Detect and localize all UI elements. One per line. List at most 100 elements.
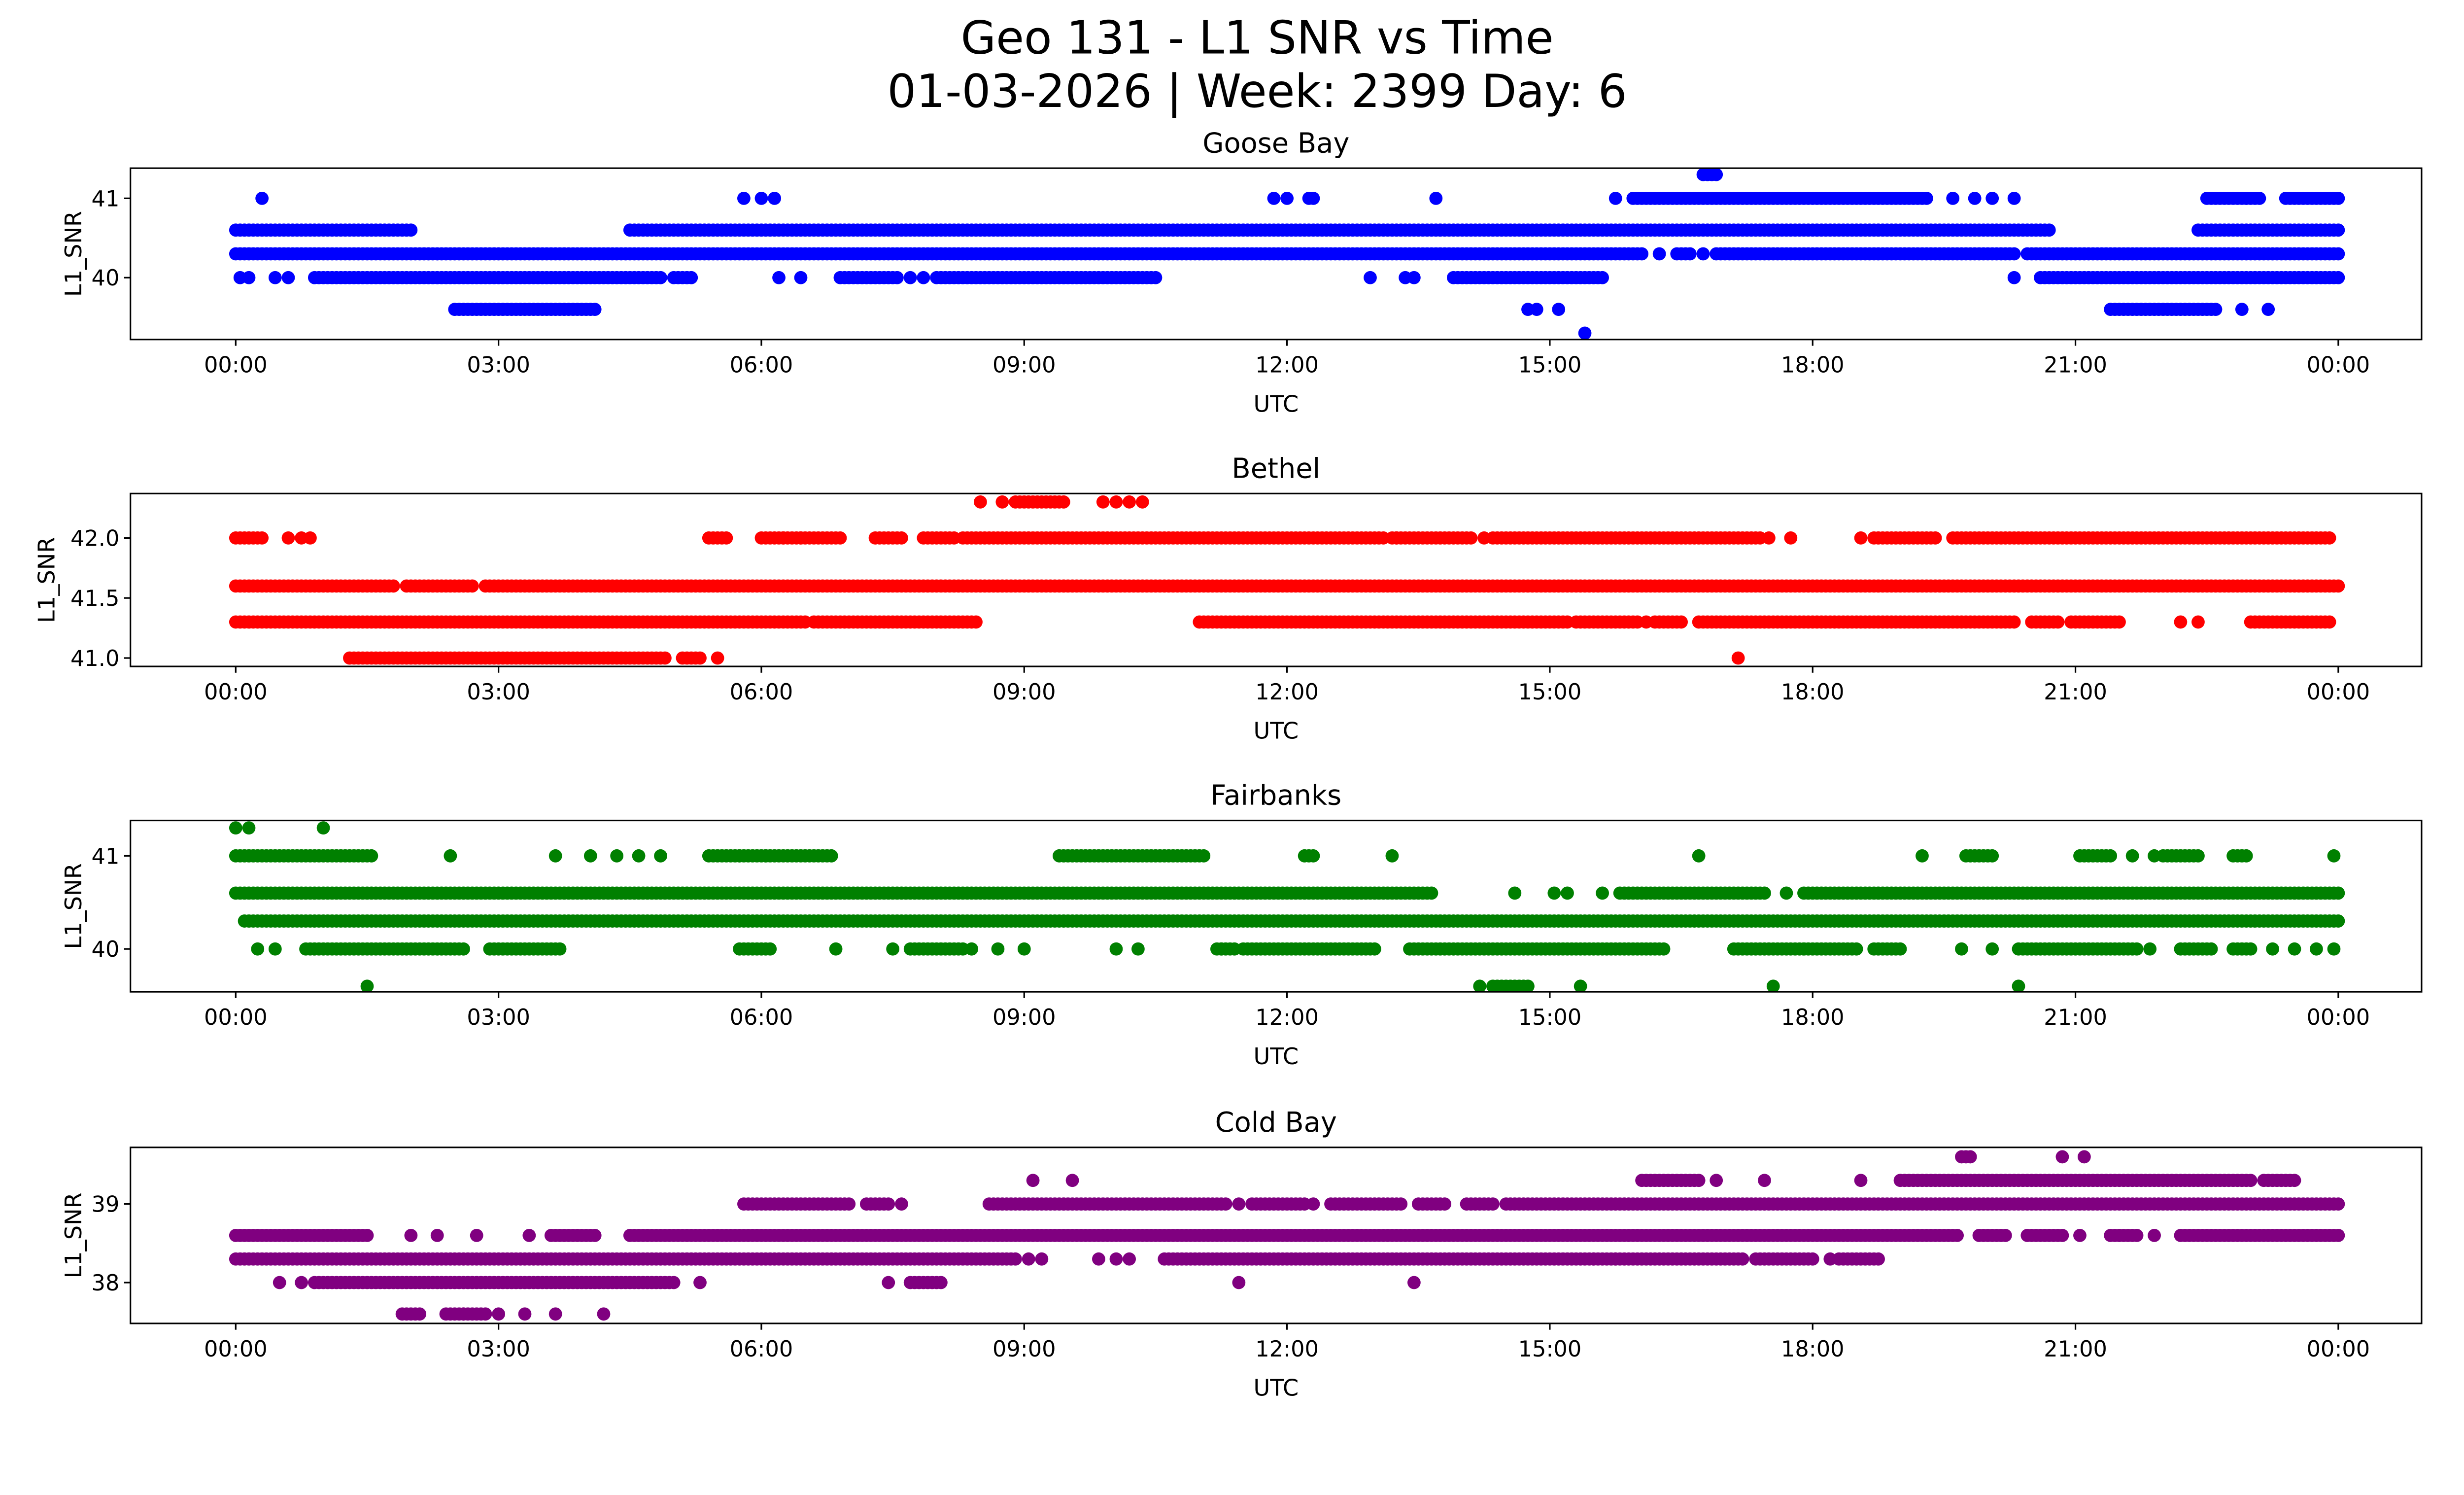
data-point-goose-bay-40-6 <box>2042 223 2056 237</box>
data-point-goose-bay-40 <box>890 271 904 284</box>
data-point-fairbanks-40 <box>457 942 470 956</box>
data-point-bethel-42 <box>1854 531 1868 545</box>
data-point-goose-bay-41 <box>1968 191 1982 205</box>
data-point-goose-bay-40 <box>1407 271 1421 284</box>
figure: Geo 131 - L1 SNR vs Time 01-03-2026 | We… <box>33 11 2423 1401</box>
data-point-fairbanks-41 <box>632 849 646 863</box>
data-point-bethel-42 <box>895 531 908 545</box>
x-tick-label-bethel: 21:00 <box>2044 679 2107 705</box>
data-point-bethel-41-3 <box>2064 615 2078 629</box>
y-axis-label-bethel: L1_SNR <box>33 537 60 623</box>
data-point-goose-bay-40 <box>684 271 698 284</box>
data-point-goose-bay-40 <box>917 271 930 284</box>
data-point-goose-bay-40-3 <box>1635 247 1648 261</box>
x-tick-label-bethel: 03:00 <box>467 679 530 705</box>
data-point-goose-bay-40 <box>268 271 282 284</box>
data-point-cold-bay-38-6 <box>2073 1228 2087 1242</box>
figure-title-line2: 01-03-2026 | Week: 2399 Day: 6 <box>887 65 1627 118</box>
data-point-fairbanks-40 <box>965 942 979 956</box>
data-point-bethel-41-6 <box>2331 579 2345 593</box>
data-point-fairbanks-40 <box>1849 942 1863 956</box>
data-point-fairbanks-40 <box>886 942 900 956</box>
data-point-fairbanks-40-6 <box>1561 886 1574 900</box>
data-point-fairbanks-41 <box>2125 849 2139 863</box>
data-point-goose-bay-41 <box>1608 191 1622 205</box>
data-point-cold-bay-39-3 <box>1692 1174 1706 1187</box>
data-point-cold-bay-38-6 <box>2331 1228 2345 1242</box>
data-point-fairbanks-40 <box>1657 942 1671 956</box>
x-axis-label-bethel: UTC <box>1253 718 1299 744</box>
data-point-bethel-42 <box>1762 531 1776 545</box>
data-point-fairbanks-40 <box>553 942 567 956</box>
x-tick-label-bethel: 18:00 <box>1781 679 1845 705</box>
data-point-fairbanks-40 <box>268 942 282 956</box>
data-point-bethel-41 <box>658 651 672 665</box>
data-point-bethel-42 <box>255 531 269 545</box>
data-point-fairbanks-41 <box>1197 849 1211 863</box>
subplot-title-cold-bay: Cold Bay <box>1215 1107 1337 1139</box>
data-point-bethel-42 <box>719 531 733 545</box>
data-point-cold-bay-39 <box>1219 1197 1232 1211</box>
data-point-goose-bay-40 <box>2007 271 2021 284</box>
x-tick-label-fairbanks: 03:00 <box>467 1005 530 1030</box>
y-axis-label-goose-bay: L1_SNR <box>60 211 87 297</box>
x-tick-label-goose-bay: 18:00 <box>1781 352 1845 378</box>
data-point-goose-bay-40-6 <box>404 223 418 237</box>
data-point-bethel-42 <box>833 531 847 545</box>
series-bethel <box>229 495 2345 665</box>
data-point-fairbanks-40 <box>2266 942 2279 956</box>
x-tick-label-goose-bay: 21:00 <box>2044 352 2107 378</box>
data-point-bethel-41-3 <box>2051 615 2065 629</box>
x-tick-label-fairbanks: 06:00 <box>730 1005 793 1030</box>
data-point-cold-bay-38-6 <box>2113 1228 2126 1242</box>
data-point-cold-bay-38-6 <box>404 1228 418 1242</box>
data-point-bethel-42 <box>1464 531 1478 545</box>
data-point-fairbanks-41 <box>365 849 378 863</box>
data-point-fairbanks-39-6 <box>2012 979 2025 992</box>
data-point-goose-bay-40 <box>772 271 786 284</box>
data-point-cold-bay-39-3 <box>2288 1174 2301 1187</box>
data-point-cold-bay-39 <box>842 1197 856 1211</box>
series-cold-bay <box>229 1150 2345 1321</box>
data-point-fairbanks-41 <box>1692 849 1706 863</box>
data-point-cold-bay-39 <box>1486 1197 1500 1211</box>
data-point-fairbanks-40 <box>251 942 265 956</box>
data-point-bethel-42-3 <box>1096 495 1110 509</box>
data-point-fairbanks-40-6 <box>1425 886 1438 900</box>
series-goose-bay <box>229 168 2345 340</box>
data-point-fairbanks-40 <box>1131 942 1145 956</box>
data-point-bethel-41-6 <box>465 579 479 593</box>
data-point-goose-bay-41 <box>1919 191 1933 205</box>
data-point-bethel-42-3 <box>995 495 1009 509</box>
data-point-goose-bay-39-6 <box>2261 303 2275 316</box>
x-tick-label-goose-bay: 03:00 <box>467 352 530 378</box>
data-point-fairbanks-40 <box>1017 942 1031 956</box>
data-point-fairbanks-40 <box>829 942 843 956</box>
data-point-goose-bay-40-3 <box>2331 247 2345 261</box>
x-tick-label-fairbanks: 18:00 <box>1781 1005 1845 1030</box>
data-point-fairbanks-41 <box>2327 849 2341 863</box>
x-tick-label-goose-bay: 00:00 <box>2307 352 2370 378</box>
data-point-fairbanks-41-3 <box>229 821 242 835</box>
x-tick-label-fairbanks: 00:00 <box>204 1005 268 1030</box>
data-point-fairbanks-41 <box>610 849 624 863</box>
data-point-fairbanks-40 <box>2310 942 2323 956</box>
data-point-fairbanks-41 <box>2104 849 2118 863</box>
data-point-fairbanks-41 <box>1385 849 1399 863</box>
data-point-bethel-42 <box>1928 531 1942 545</box>
data-point-fairbanks-41-3 <box>242 821 256 835</box>
data-point-goose-bay-41 <box>2239 191 2253 205</box>
data-point-cold-bay-39 <box>1232 1197 1246 1211</box>
data-point-cold-bay-38-6 <box>2055 1228 2069 1242</box>
data-point-bethel-42 <box>794 531 808 545</box>
data-point-goose-bay-41 <box>2007 191 2021 205</box>
data-point-bethel-41 <box>711 651 724 665</box>
subplot-title-fairbanks: Fairbanks <box>1210 780 1341 812</box>
x-tick-label-bethel: 15:00 <box>1518 679 1582 705</box>
y-tick-label-goose-bay: 41 <box>92 186 120 211</box>
data-point-cold-bay-39-3 <box>1710 1174 1723 1187</box>
data-point-fairbanks-40 <box>2244 942 2258 956</box>
